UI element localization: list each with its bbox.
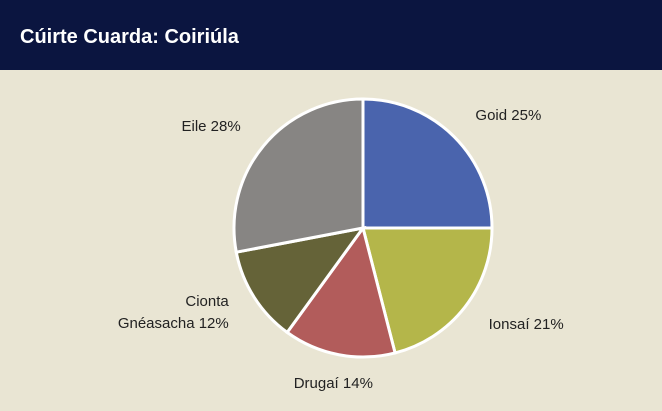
slice-label: Ionsaí 21%	[489, 314, 564, 336]
slice-value: 14%	[342, 375, 373, 393]
slice-value: 25%	[511, 106, 542, 124]
chart-title: Cúirte Cuarda: Coiriúla	[20, 26, 239, 48]
pie-slice	[285, 224, 397, 359]
slice-label: Cionta Gnéasacha 12%	[109, 291, 229, 335]
slice-category: Drugaí	[293, 375, 339, 393]
slice-category: Cionta Gnéasacha	[117, 293, 229, 333]
slice-value: 21%	[533, 316, 564, 334]
pie-slice	[361, 226, 494, 355]
slice-label: Goid 25%	[475, 105, 541, 127]
slice-category: Eile	[181, 117, 207, 135]
slice-value: 28%	[210, 117, 241, 135]
pie-slice	[234, 225, 367, 335]
pie-slice	[361, 97, 494, 230]
slice-category: Goid	[475, 106, 508, 124]
slice-category: Ionsaí	[488, 316, 530, 334]
header: Cúirte Cuarda: Coiriúla	[0, 0, 662, 70]
slice-value: 12%	[198, 315, 229, 333]
pie-slice	[232, 97, 365, 254]
slice-label: Eile 28%	[181, 116, 240, 138]
slice-label: Drugaí 14%	[294, 373, 373, 395]
